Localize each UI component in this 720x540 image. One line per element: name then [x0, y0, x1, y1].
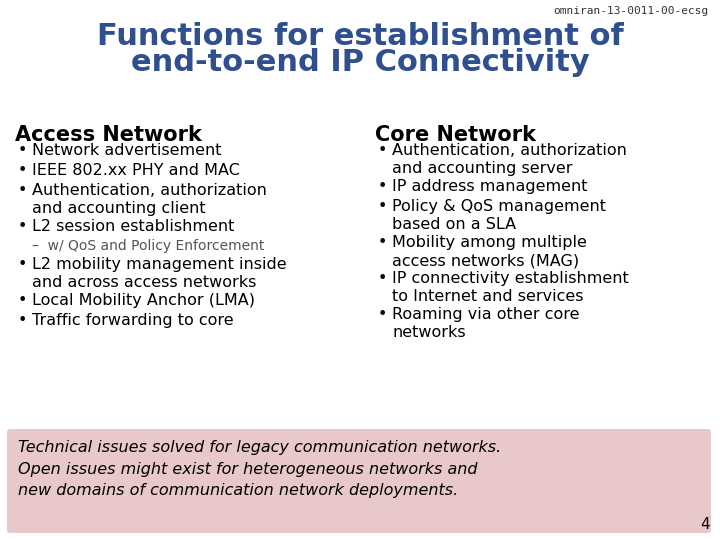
Text: 4: 4	[701, 517, 710, 532]
Text: Functions for establishment of: Functions for establishment of	[96, 22, 624, 51]
Text: omniran-13-0011-00-ecsg: omniran-13-0011-00-ecsg	[553, 6, 708, 16]
Text: Authentication, authorization
and accounting client: Authentication, authorization and accoun…	[32, 183, 267, 216]
Text: •: •	[18, 257, 27, 272]
Text: IEEE 802.xx PHY and MAC: IEEE 802.xx PHY and MAC	[32, 163, 240, 178]
Text: L2 session establishment: L2 session establishment	[32, 219, 235, 234]
Text: IP connectivity establishment
to Internet and services: IP connectivity establishment to Interne…	[392, 271, 629, 304]
Text: Access Network: Access Network	[15, 125, 202, 145]
Text: Roaming via other core
networks: Roaming via other core networks	[392, 307, 580, 340]
Text: IP address management: IP address management	[392, 179, 588, 194]
Text: Local Mobility Anchor (LMA): Local Mobility Anchor (LMA)	[32, 293, 255, 308]
Text: Network advertisement: Network advertisement	[32, 143, 222, 158]
Text: •: •	[378, 271, 387, 286]
Text: Technical issues solved for legacy communication networks.
Open issues might exi: Technical issues solved for legacy commu…	[18, 440, 501, 498]
Text: Traffic forwarding to core: Traffic forwarding to core	[32, 313, 233, 328]
Text: Mobility among multiple
access networks (MAG): Mobility among multiple access networks …	[392, 235, 587, 268]
Text: L2 mobility management inside
and across access networks: L2 mobility management inside and across…	[32, 257, 287, 290]
Text: •: •	[378, 143, 387, 158]
Text: •: •	[378, 199, 387, 214]
Text: •: •	[18, 163, 27, 178]
Text: •: •	[18, 143, 27, 158]
Text: end-to-end IP Connectivity: end-to-end IP Connectivity	[130, 48, 590, 77]
Text: •: •	[378, 179, 387, 194]
Text: –  w/ QoS and Policy Enforcement: – w/ QoS and Policy Enforcement	[32, 239, 264, 253]
Text: •: •	[378, 235, 387, 250]
Text: •: •	[378, 307, 387, 322]
FancyBboxPatch shape	[7, 429, 711, 533]
Text: •: •	[18, 183, 27, 198]
Text: Policy & QoS management
based on a SLA: Policy & QoS management based on a SLA	[392, 199, 606, 232]
Text: •: •	[18, 293, 27, 308]
Text: Core Network: Core Network	[375, 125, 536, 145]
Text: •: •	[18, 219, 27, 234]
Text: •: •	[18, 313, 27, 328]
Text: Authentication, authorization
and accounting server: Authentication, authorization and accoun…	[392, 143, 627, 176]
